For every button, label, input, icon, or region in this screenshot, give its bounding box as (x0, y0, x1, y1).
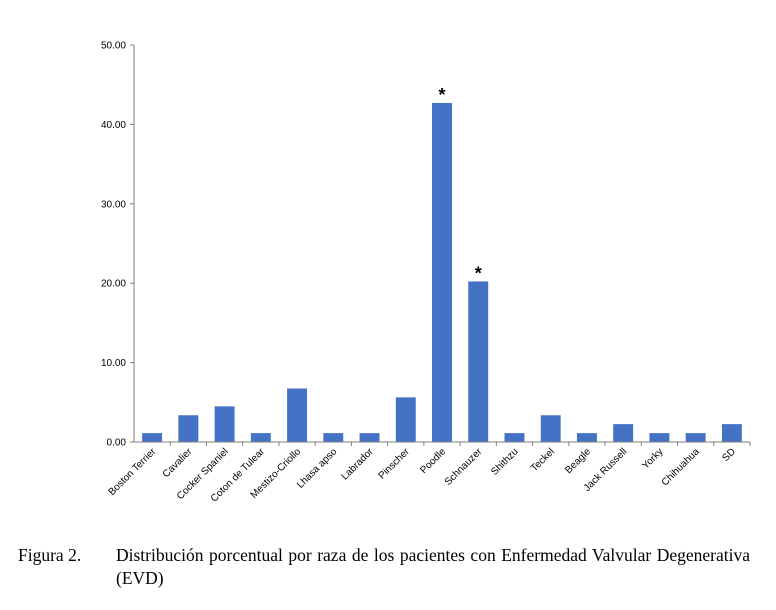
bar (214, 406, 235, 442)
bar (178, 415, 199, 442)
x-tick-label: Beagle (563, 446, 593, 476)
y-tick-label: 0.00 (107, 438, 127, 449)
bar (323, 433, 344, 442)
bar (685, 433, 706, 442)
x-tick-label: Shithzu (489, 446, 520, 477)
y-tick-label: 50.00 (101, 41, 126, 52)
bar (287, 388, 308, 442)
bar (649, 433, 670, 442)
annotations: ** (438, 85, 481, 283)
x-tick-label: SD (720, 446, 738, 464)
x-tick-label: Yorky (640, 446, 665, 471)
y-tick-label: 20.00 (101, 279, 126, 290)
y-tick-label: 40.00 (101, 120, 126, 131)
bar (359, 433, 380, 442)
bar-annotation: * (438, 85, 445, 105)
figure-caption: Figura 2. Distribución porcentual por raz… (18, 544, 758, 590)
x-tick-label: Teckel (529, 446, 557, 474)
bar (613, 424, 634, 442)
bar (540, 415, 561, 442)
y-tick-label: 30.00 (101, 199, 126, 210)
bars (142, 102, 742, 442)
bar (250, 433, 271, 442)
bar (576, 433, 597, 442)
caption-text: Distribución porcentual por raza de los … (116, 545, 750, 588)
bar-annotation: * (475, 263, 482, 283)
y-tick-label: 10.00 (101, 358, 126, 369)
bar (468, 281, 489, 442)
x-tick-label: Poodle (418, 446, 448, 476)
bar (142, 433, 163, 442)
bar (432, 102, 452, 442)
x-tick-label: Labrador (340, 446, 377, 483)
x-tick-label: Cavalier (161, 446, 195, 480)
bar (721, 424, 742, 442)
bar-chart: 0.00 10.00 20.00 30.00 40.00 50.00 Boston Ter… (101, 41, 751, 504)
caption-label: Figura 2. (18, 545, 82, 565)
y-axis: 0.00 10.00 20.00 30.00 40.00 50.00 (101, 41, 135, 449)
x-tick-label: Boston Terrier (107, 446, 159, 498)
bar (395, 397, 416, 442)
x-tick-label: Schnauzer (443, 446, 485, 488)
x-tick-label: Pinscher (377, 446, 413, 482)
x-tick-label: Chihuahua (660, 446, 702, 488)
bar (504, 433, 525, 442)
